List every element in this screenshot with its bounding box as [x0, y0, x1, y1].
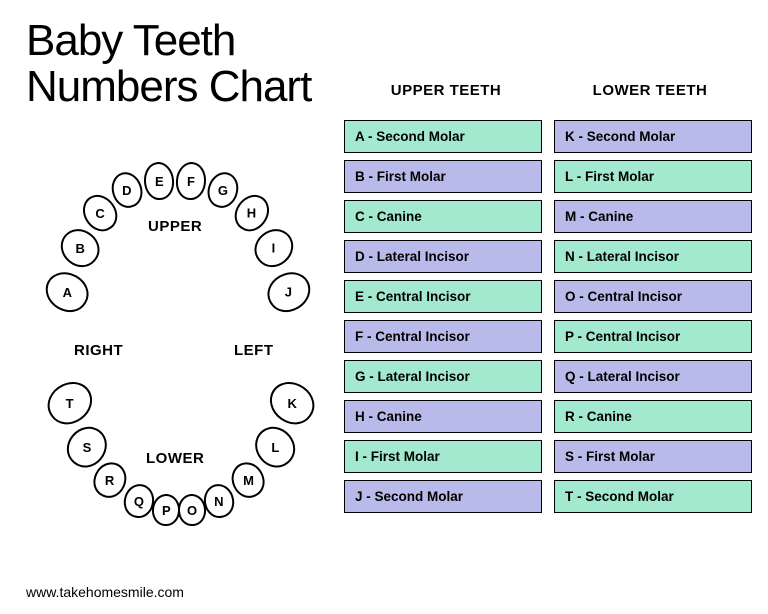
- tooth-row-O: O - Central Incisor: [554, 280, 752, 313]
- tooth-row-K: K - Second Molar: [554, 120, 752, 153]
- tooth-row-G: G - Lateral Incisor: [344, 360, 542, 393]
- tooth-letter-Q: Q: [134, 494, 144, 509]
- tooth-row-H: H - Canine: [344, 400, 542, 433]
- tooth-letter-A: A: [62, 285, 71, 300]
- tooth-letter-H: H: [247, 205, 256, 220]
- tooth-letter-N: N: [214, 494, 223, 509]
- tooth-row-R: R - Canine: [554, 400, 752, 433]
- diagram-label-right: RIGHT: [74, 342, 123, 359]
- tooth-O: O: [177, 493, 207, 526]
- tooth-row-N: N - Lateral Incisor: [554, 240, 752, 273]
- tooth-row-P: P - Central Incisor: [554, 320, 752, 353]
- tooth-letter-B: B: [75, 241, 84, 256]
- tooth-letter-O: O: [187, 503, 197, 518]
- teeth-diagram: UPPER RIGHT LEFT LOWER A B C D E F G H I J T S R Q P O N…: [28, 150, 328, 550]
- tooth-letter-L: L: [271, 440, 279, 455]
- tooth-letter-M: M: [243, 473, 254, 488]
- tooth-row-M: M - Canine: [554, 200, 752, 233]
- upper-teeth-list: A - Second Molar B - First Molar C - Canin…: [344, 120, 542, 513]
- diagram-label-upper: UPPER: [148, 218, 202, 235]
- tooth-letter-K: K: [287, 396, 296, 411]
- tooth-row-D: D - Lateral Incisor: [344, 240, 542, 273]
- tooth-letter-F: F: [187, 173, 195, 188]
- tooth-row-F: F - Central Incisor: [344, 320, 542, 353]
- tooth-letter-S: S: [83, 439, 92, 454]
- tooth-E: E: [142, 161, 175, 201]
- diagram-label-left: LEFT: [234, 342, 274, 359]
- lower-teeth-header: LOWER TEETH: [548, 82, 752, 99]
- tooth-row-Q: Q - Lateral Incisor: [554, 360, 752, 393]
- footer-url: www.takehomesmile.com: [26, 584, 184, 600]
- title-line-1: Baby Teeth: [26, 16, 235, 65]
- tooth-row-S: S - First Molar: [554, 440, 752, 473]
- tooth-letter-J: J: [285, 284, 292, 299]
- tooth-P: P: [151, 493, 181, 526]
- tooth-letter-R: R: [105, 472, 114, 487]
- tooth-lists: A - Second Molar B - First Molar C - Canin…: [344, 120, 752, 513]
- tooth-row-L: L - First Molar: [554, 160, 752, 193]
- tooth-row-I: I - First Molar: [344, 440, 542, 473]
- tooth-letter-I: I: [272, 241, 276, 256]
- tooth-row-C: C - Canine: [344, 200, 542, 233]
- tooth-row-E: E - Central Incisor: [344, 280, 542, 313]
- tooth-letter-D: D: [122, 183, 131, 198]
- lower-teeth-list: K - Second Molar L - First Molar M - Canin…: [554, 120, 752, 513]
- tooth-row-B: B - First Molar: [344, 160, 542, 193]
- page-title: Baby Teeth Numbers Chart: [26, 18, 311, 110]
- column-headers: UPPER TEETH LOWER TEETH: [344, 82, 752, 99]
- tooth-J: J: [260, 265, 317, 320]
- diagram-label-lower: LOWER: [146, 450, 204, 467]
- title-line-2: Numbers Chart: [26, 62, 311, 111]
- tooth-N: N: [201, 481, 237, 520]
- tooth-row-J: J - Second Molar: [344, 480, 542, 513]
- tooth-row-T: T - Second Molar: [554, 480, 752, 513]
- tooth-row-A: A - Second Molar: [344, 120, 542, 153]
- tooth-K: K: [262, 373, 323, 432]
- tooth-letter-T: T: [66, 395, 74, 410]
- tooth-letter-P: P: [162, 502, 171, 517]
- tooth-letter-C: C: [95, 206, 104, 221]
- tooth-T: T: [40, 373, 101, 432]
- tooth-F: F: [174, 161, 207, 201]
- tooth-A: A: [38, 265, 95, 320]
- tooth-letter-G: G: [218, 183, 228, 198]
- upper-teeth-header: UPPER TEETH: [344, 82, 548, 99]
- tooth-letter-E: E: [155, 174, 164, 189]
